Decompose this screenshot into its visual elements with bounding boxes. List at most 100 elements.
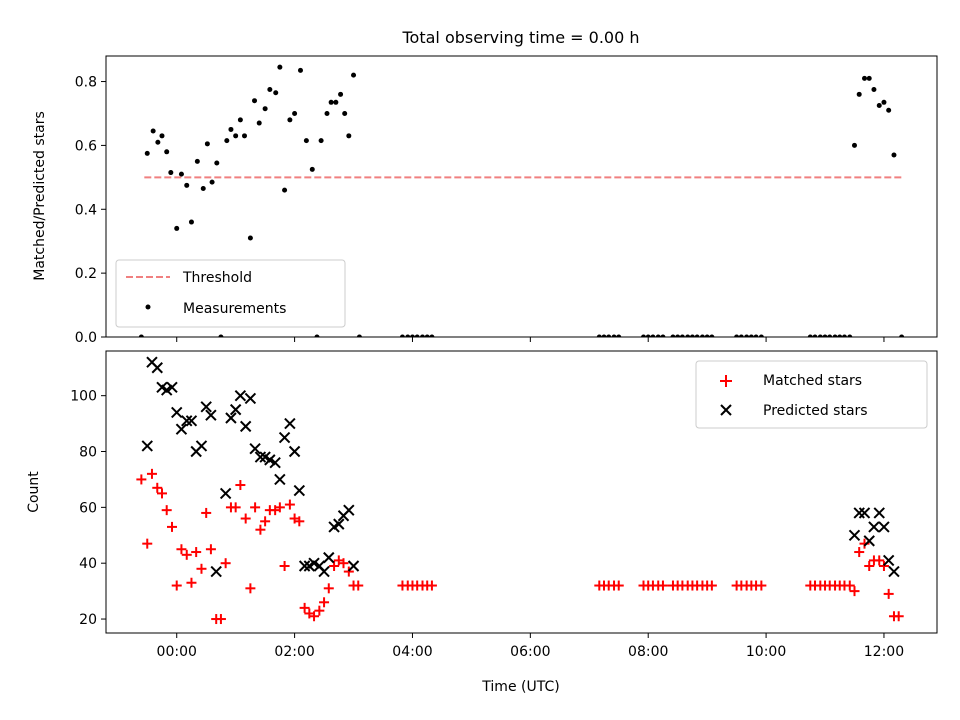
measurement-point [309,166,315,172]
matched-star-point [220,558,231,569]
predicted-star-point [264,454,276,466]
top-legend: Threshold Measurements [115,259,346,328]
measurement-point [807,334,813,337]
measurement-point [200,186,206,192]
measurement-point [685,334,691,337]
predicted-star-point [284,417,296,430]
predicted-star-point [185,415,198,427]
predicted-star-point [234,389,247,402]
measurement-point [342,110,348,116]
y-tick-label: 0.8 [75,75,97,91]
measurement-point [616,334,622,337]
measurement-point [346,133,352,139]
measurement-point [218,334,224,337]
predicted-star-point [200,401,212,413]
predicted-star-point [141,440,153,452]
measurement-point [405,334,411,337]
predicted-star-point [878,521,890,533]
axes-frame-0 [105,55,938,338]
predicted-star-point [868,521,880,533]
x-tick-label: 00:00 [157,644,197,660]
matched-star-point [299,602,310,613]
measurement-point [159,133,165,139]
predicted-star-point [288,445,301,458]
measurement-point [606,334,612,337]
measurement-point [699,334,705,337]
measurement-point [640,334,646,337]
measurement-point [247,235,253,241]
measurement-point [228,126,234,132]
measurement-point [645,334,651,337]
predicted-star-point [239,420,252,433]
matched-star-point [274,502,285,513]
measurement-point [282,187,288,193]
measurement-point [660,334,666,337]
measurement-point [324,110,330,116]
measurement-point [194,158,200,164]
measurement-point [832,334,838,337]
predicted-star-point [219,487,232,500]
measurement-point [866,75,872,81]
top-chart-title: Total observing time = 0.00 h [401,28,639,47]
matched-star-point [245,583,256,594]
predicted-star-point [347,560,360,572]
measurement-point [292,110,298,116]
bottom-legend: Matched stars Predicted stars [695,360,928,429]
measurement-point [138,334,144,337]
matched-star-point [235,480,246,491]
x-tick-label: 06:00 [510,644,550,660]
matched-star-point [706,580,717,591]
predicted-star-point [308,557,320,569]
x-axis-label: Time (UTC) [481,679,559,695]
measurement-point [297,67,303,73]
measurement-point [675,334,681,337]
matched-star-point [167,521,178,532]
measurement-point [419,334,425,337]
y-tick-label: 80 [79,445,97,461]
predicted-star-point [181,415,193,427]
measurement-point [704,334,710,337]
y-tick-label: 0.0 [75,330,97,346]
measurement-point [314,334,320,337]
matched-star-point [657,580,668,591]
matched-star-point [874,555,885,566]
measurement-point [168,170,174,176]
predicted-star-point [298,560,311,572]
predicted-star-point [229,403,242,416]
matched-star-point [864,560,875,571]
matched-star-point [854,547,865,558]
measurement-point [655,334,661,337]
measurement-point [424,334,430,337]
predicted-star-point [882,554,895,567]
matched-star-point [279,560,290,571]
measurement-point [876,102,882,108]
predicted-star-point [160,384,173,396]
measurement-point [338,91,344,97]
predicted-star-point [254,451,267,463]
axes-frame-1 [105,350,938,634]
predicted-star-point [888,565,900,578]
matched-star-point [191,547,202,558]
measurement-point [744,334,750,337]
matched-star-point [338,558,349,569]
y-tick-label: 20 [79,612,97,628]
measurement-point [899,334,905,337]
measurement-point [328,99,334,105]
predicted-star-point [343,504,355,516]
matched-star-point [230,502,241,513]
matched-star-point [353,580,364,591]
matched-star-point [260,516,271,527]
matched-star-point [146,468,157,479]
measurement-point [242,133,247,139]
predicted-star-point [278,431,291,444]
predicted-star-point [274,473,286,486]
measurement-point [871,87,877,93]
measurement-point [287,117,293,123]
measurement-point [351,72,357,78]
measurement-point [429,334,435,337]
measurement-point [233,133,239,139]
matched-star-point [284,499,295,510]
measurement-point [155,139,161,145]
matched-star-point [152,482,163,493]
matched-star-point [171,580,182,591]
